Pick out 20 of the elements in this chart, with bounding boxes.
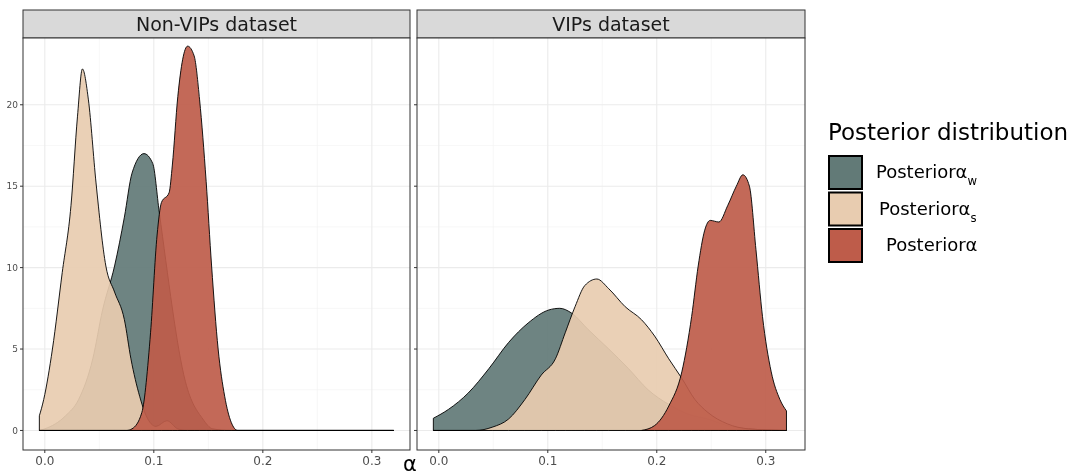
y-tick-label: 10	[6, 262, 19, 273]
legend-label: Posteriorα	[886, 234, 978, 255]
legend-label: Posteriorα$_{s}$	[879, 197, 977, 225]
y-tick-label: 15	[6, 181, 18, 192]
x-tick-label: 0.1	[538, 454, 558, 468]
chart-title: VIPs dataset	[552, 13, 670, 35]
chart-title: Non-VIPs dataset	[135, 13, 298, 35]
y-tick-label: 5	[12, 344, 18, 355]
x-tick-label: 0.3	[756, 454, 776, 468]
x-tick-label: 0.3	[362, 454, 382, 468]
x-axis-title: α	[403, 452, 417, 473]
y-tick-label: 0	[12, 425, 19, 436]
legend-title: Posterior distribution	[828, 119, 1069, 145]
x-tick-label: 0.2	[647, 454, 667, 468]
x-tick-label: 0.1	[144, 454, 164, 468]
x-tick-label: 0.0	[429, 454, 449, 468]
x-tick-label: 0.0	[35, 454, 55, 468]
legend-label: Posteriorα$_{w}$	[876, 161, 978, 188]
x-tick-label: 0.2	[253, 454, 273, 468]
y-tick-label: 20	[6, 99, 19, 110]
